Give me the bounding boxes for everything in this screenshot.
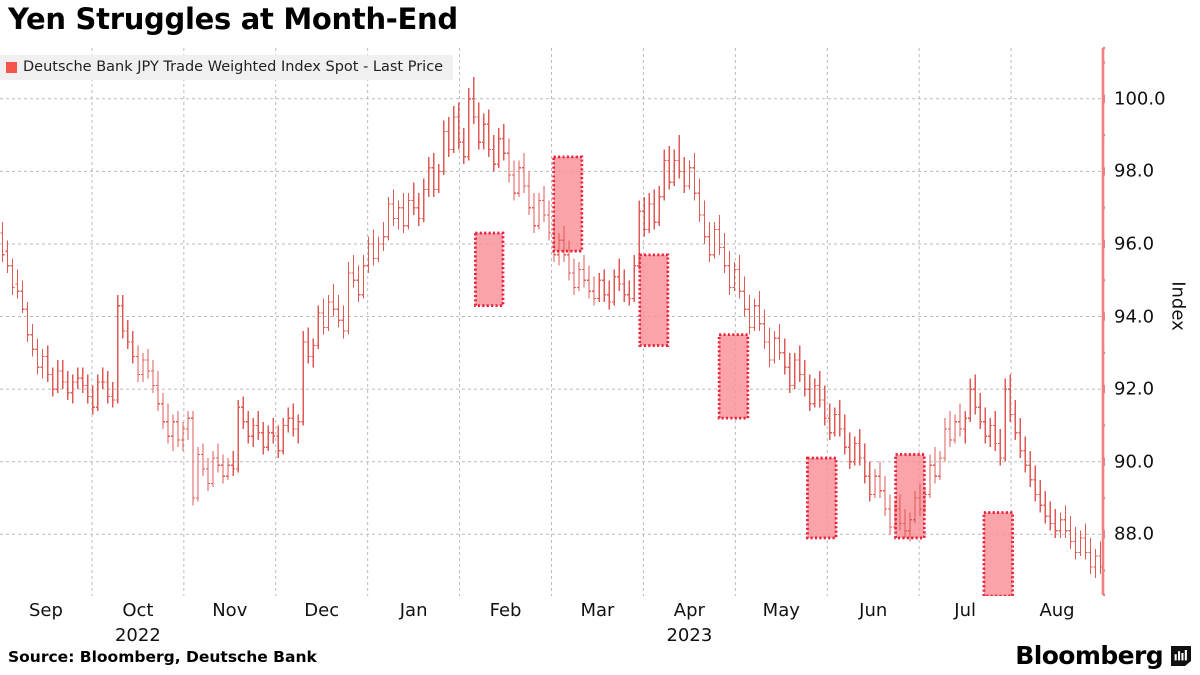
legend-color-swatch: [6, 61, 17, 73]
month-end-highlight: [982, 511, 1014, 596]
x-axis-tick-label: Jun: [859, 600, 888, 621]
source-note: Source: Bloomberg, Deutsche Bank: [8, 648, 317, 666]
x-axis-tick-label: May: [762, 600, 800, 621]
x-axis-tick-label: Sep: [28, 600, 63, 621]
y-axis-tick-label: 98.0: [1114, 160, 1155, 182]
y-axis-tick-label: 90.0: [1114, 451, 1155, 473]
month-end-highlight: [806, 456, 838, 540]
month-end-highlight: [638, 253, 670, 347]
x-axis-tick-label: Nov: [212, 600, 248, 621]
x-axis-tick-label: Aug: [1039, 600, 1075, 621]
x-axis-tick-label: Dec: [304, 600, 340, 621]
bloomberg-wordmark: Bloomberg: [1015, 641, 1163, 670]
chart-plot-svg: [0, 46, 1105, 596]
y-axis-tick-label: 100.0: [1114, 88, 1166, 110]
month-end-highlight: [474, 231, 505, 307]
x-axis-tick-label: Jul: [954, 600, 976, 621]
y-axis-title: Index: [1167, 281, 1189, 331]
ohlc-bar-group: [0, 77, 1103, 578]
x-axis-year-label: 2022: [114, 625, 161, 646]
y-axis-tick-label: 94.0: [1114, 306, 1155, 328]
month-end-highlight: [552, 155, 584, 253]
page-title: Yen Struggles at Month-End: [8, 2, 458, 36]
ohlc-chart: [0, 44, 1105, 596]
bloomberg-terminal-icon: [1171, 645, 1191, 666]
x-axis-tick-label: Jan: [399, 600, 428, 621]
y-axis-tick-label: 92.0: [1114, 378, 1155, 400]
legend-series-label: Deutsche Bank JPY Trade Weighted Index S…: [23, 59, 444, 75]
month-end-highlight: [717, 333, 750, 420]
chart-legend: Deutsche Bank JPY Trade Weighted Index S…: [0, 55, 454, 80]
x-axis-tick-label: Apr: [673, 600, 705, 621]
x-axis-year-label: 2023: [666, 625, 713, 646]
bloomberg-brand: Bloomberg: [1015, 641, 1192, 670]
y-axis-tick-label: 96.0: [1114, 233, 1155, 255]
x-axis-tick-label: Oct: [122, 600, 154, 621]
x-axis-tick-label: Feb: [489, 600, 522, 621]
x-axis-tick-label: Mar: [580, 600, 615, 621]
y-axis-tick-label: 88.0: [1114, 523, 1155, 545]
